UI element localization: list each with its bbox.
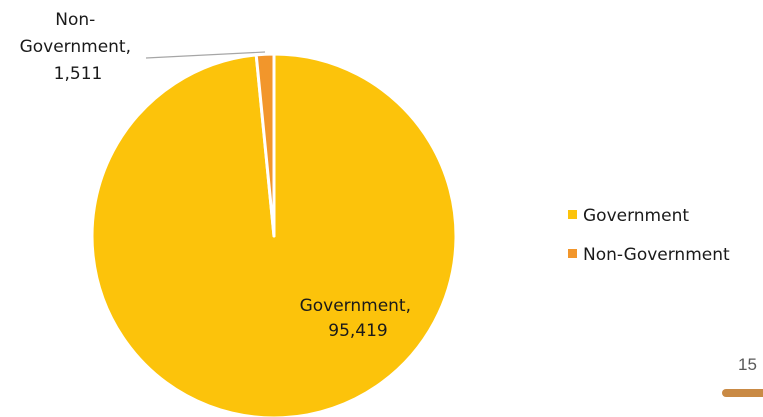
data-label-line: 1,511: [54, 64, 103, 84]
legend: Government Non-Government: [568, 206, 730, 265]
legend-swatch-non-government: [568, 249, 577, 258]
legend-label-government: Government: [583, 206, 689, 226]
data-label-line: Non-: [55, 10, 95, 30]
pie-slices: [90, 52, 458, 417]
pie-slice-non-government: [254, 52, 276, 238]
data-label-government: Government, 95,419: [300, 296, 417, 341]
legend-label-non-government: Non-Government: [583, 245, 730, 265]
legend-swatch-government: [568, 210, 577, 219]
data-label-non-government: Non- Government, 1,511: [20, 10, 137, 84]
pie-slice-government: [90, 52, 458, 417]
page-number: 15: [738, 355, 757, 374]
data-label-line: 95,419: [328, 321, 387, 341]
leader-line-non-government: [145, 51, 266, 59]
page-accent-bar: [722, 389, 763, 397]
data-label-line: Government,: [300, 296, 411, 316]
data-label-line: Government,: [20, 37, 131, 57]
